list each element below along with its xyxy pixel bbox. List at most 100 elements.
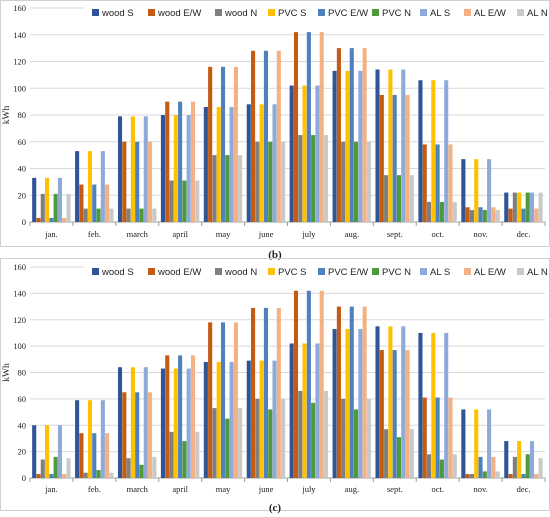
bar — [255, 398, 260, 478]
legend-entry: AL N — [527, 8, 548, 19]
bar — [87, 151, 93, 222]
bar — [109, 472, 114, 478]
bar — [148, 392, 153, 478]
bar — [105, 433, 110, 478]
bar — [255, 141, 260, 222]
bar — [521, 474, 526, 478]
bar — [495, 471, 500, 478]
bar — [444, 332, 449, 478]
bar — [100, 151, 105, 222]
x-tick-label: june — [258, 484, 274, 494]
y-tick-label: 140 — [13, 30, 26, 40]
x-tick-label: aug. — [345, 484, 359, 494]
bar — [53, 456, 58, 478]
bar — [53, 193, 58, 222]
bar — [495, 209, 500, 222]
legend-swatch — [148, 268, 155, 275]
bar — [263, 50, 268, 222]
bar — [534, 474, 539, 478]
legend-swatch — [215, 268, 222, 275]
bar — [431, 80, 436, 222]
bar — [323, 135, 329, 222]
bar — [251, 307, 256, 478]
bar — [216, 106, 221, 222]
bar — [105, 184, 110, 222]
bar — [323, 390, 329, 478]
bar — [272, 104, 277, 222]
bar — [474, 409, 479, 478]
x-tick-label: april — [172, 484, 188, 494]
bar — [208, 66, 213, 222]
bar — [478, 207, 483, 222]
bar — [216, 361, 221, 478]
bar — [293, 32, 299, 223]
bar — [521, 208, 526, 222]
bar — [504, 441, 509, 478]
bar — [482, 471, 487, 478]
bar — [79, 433, 84, 478]
bar — [117, 116, 123, 222]
bar — [160, 368, 165, 478]
y-tick-label: 100 — [13, 83, 26, 93]
y-tick-label: 40 — [18, 420, 27, 430]
bar — [62, 474, 67, 478]
chart-panel: 0 20 40 60 80 100 120 140 160 kWh jan. feb. march apr… — [0, 0, 550, 261]
bar — [225, 418, 230, 478]
bar — [375, 69, 380, 223]
bar — [362, 48, 367, 222]
bar — [233, 322, 238, 478]
legend-entry: AL S — [430, 8, 450, 19]
bar — [345, 328, 350, 478]
bar — [422, 397, 427, 478]
bar — [366, 398, 371, 478]
bar — [40, 193, 45, 222]
bar — [169, 180, 174, 222]
bar — [87, 400, 93, 478]
x-tick-label: nov. — [473, 229, 487, 239]
bar — [452, 454, 457, 478]
bar — [178, 101, 183, 222]
bar — [75, 400, 80, 478]
bar — [465, 474, 470, 478]
y-tick-label: 0 — [22, 473, 26, 483]
bar — [143, 116, 148, 222]
bar — [195, 431, 200, 478]
bar — [452, 201, 457, 222]
bar — [396, 175, 402, 222]
bar — [396, 437, 402, 478]
legend-entry: AL N — [527, 267, 548, 278]
bar — [512, 456, 517, 478]
bar — [517, 441, 522, 478]
bar — [439, 201, 444, 222]
bar — [276, 307, 281, 478]
x-tick-label: jan. — [44, 229, 58, 239]
bar — [504, 192, 509, 222]
bar — [32, 177, 37, 222]
bar — [109, 208, 114, 222]
bar — [263, 307, 268, 478]
x-tick-label: aug. — [345, 229, 359, 239]
legend-swatch — [372, 9, 379, 16]
bar — [354, 409, 359, 478]
bar — [435, 397, 440, 478]
bar — [208, 322, 213, 478]
bar — [409, 429, 414, 478]
legend-swatch — [464, 9, 471, 16]
bar — [165, 355, 170, 478]
legend-swatch — [464, 268, 471, 275]
bar — [190, 101, 196, 222]
bar — [148, 141, 153, 222]
bar — [469, 209, 474, 222]
bar — [444, 80, 449, 222]
bar — [302, 343, 307, 478]
bar — [62, 217, 67, 222]
y-tick-label: 60 — [18, 137, 27, 147]
bar — [96, 470, 101, 478]
bar — [100, 400, 105, 478]
bar — [508, 208, 513, 222]
x-tick-label: may — [216, 229, 231, 239]
bar — [341, 398, 346, 478]
bar — [289, 343, 294, 478]
y-tick-label: 160 — [13, 262, 26, 272]
bar — [259, 104, 264, 222]
